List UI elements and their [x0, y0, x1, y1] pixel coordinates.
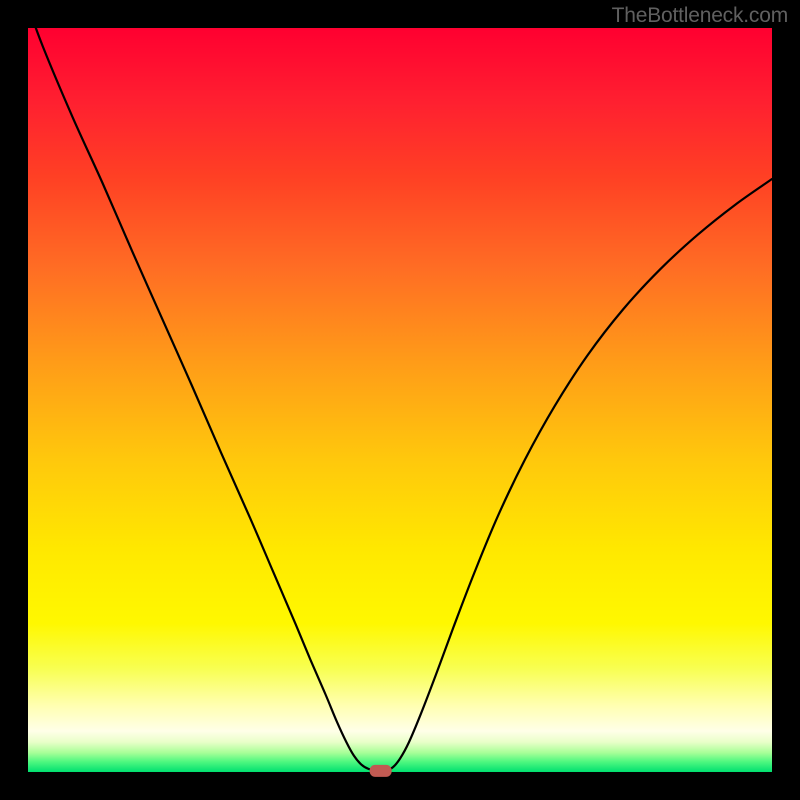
- watermark-text: TheBottleneck.com: [612, 4, 788, 28]
- chart-container: TheBottleneck.com: [0, 0, 800, 800]
- chart-svg: [0, 0, 800, 800]
- optimum-marker: [370, 765, 392, 777]
- plot-background: [28, 28, 772, 772]
